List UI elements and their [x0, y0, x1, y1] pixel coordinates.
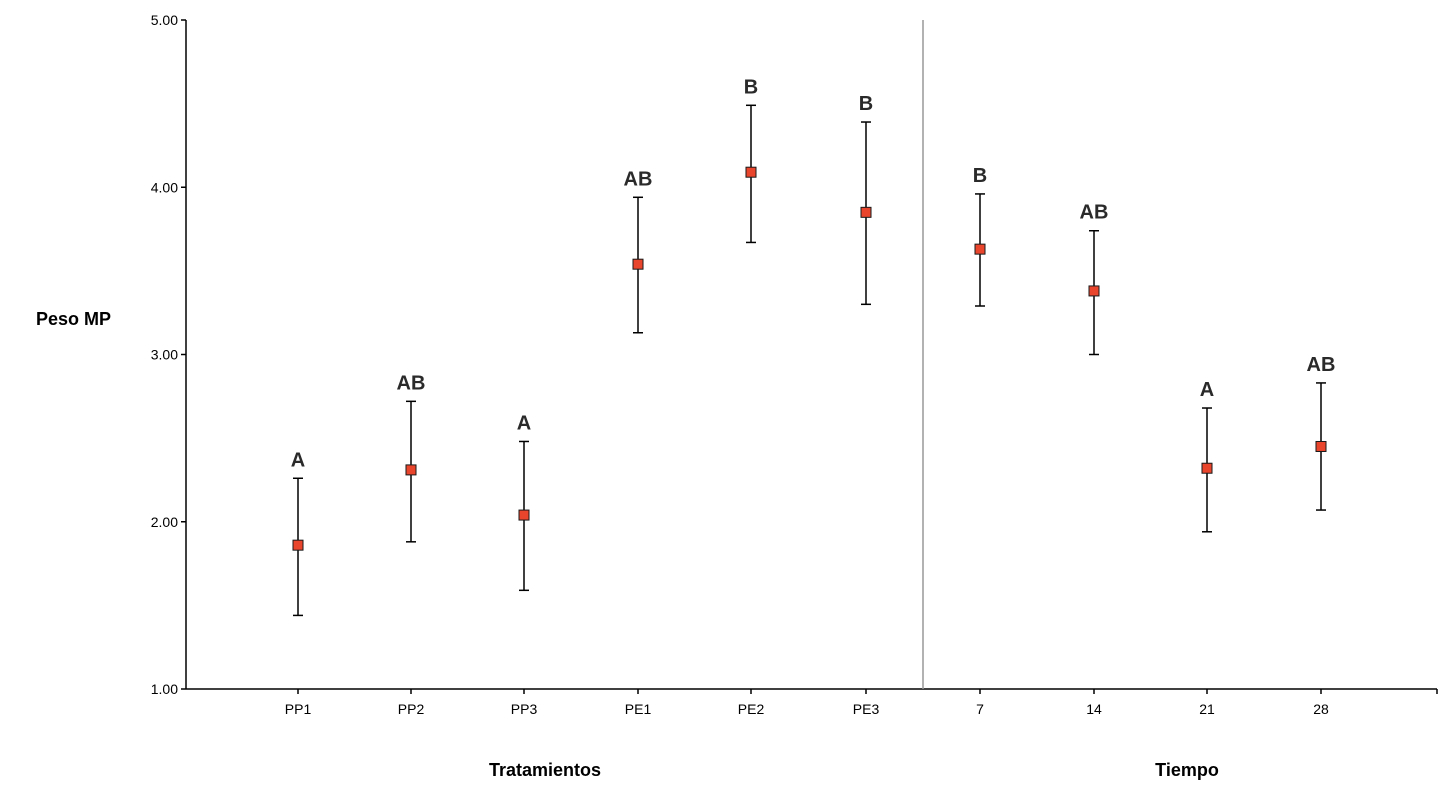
y-tick-label: 2.00: [151, 514, 178, 530]
x-tick-label: PP2: [398, 701, 425, 717]
mean-marker: [1315, 440, 1327, 452]
x-tick-label: PP3: [511, 701, 538, 717]
mean-marker: [860, 206, 872, 218]
mean-marker: [632, 258, 644, 270]
significance-letter: AB: [1080, 202, 1109, 224]
x-tick-label: PE1: [625, 701, 652, 717]
x-tick-label: PE2: [738, 701, 765, 717]
y-tick-label: 1.00: [151, 681, 178, 697]
significance-letter: AB: [1307, 354, 1336, 376]
mean-marker: [518, 509, 530, 521]
group-title-tiempo: Tiempo: [1155, 760, 1219, 780]
group-title-tratamientos: Tratamientos: [489, 760, 601, 780]
significance-letter: B: [744, 76, 758, 98]
significance-letter: AB: [624, 168, 653, 190]
y-axis-ticks: 1.00 2.00 3.00 4.00 5.00: [151, 12, 186, 697]
significance-letters: A AB A AB B B B AB A AB: [291, 76, 1336, 471]
x-tick-label: 28: [1313, 701, 1329, 717]
y-tick-label: 5.00: [151, 12, 178, 28]
y-tick-label: 3.00: [151, 347, 178, 363]
y-tick-label: 4.00: [151, 179, 178, 195]
mean-marker: [974, 243, 986, 255]
x-tick-label: 14: [1086, 701, 1102, 717]
significance-letter: AB: [397, 372, 426, 394]
data-points: [292, 166, 1327, 551]
significance-letter: B: [973, 165, 987, 187]
significance-letter: B: [859, 93, 873, 115]
mean-marker: [1088, 285, 1100, 297]
x-tick-label: 7: [976, 701, 984, 717]
significance-letter: A: [517, 412, 531, 434]
significance-letter: A: [291, 449, 305, 471]
y-axis-title: Peso MP: [36, 309, 111, 329]
mean-marker: [292, 539, 304, 551]
mean-marker: [1201, 462, 1213, 474]
x-axis-ticks: PP1 PP2 PP3 PE1 PE2 PE3 7 14 21 28: [285, 689, 1329, 717]
axes: [185, 20, 1438, 694]
error-bars: [293, 104, 1326, 617]
mean-marker: [745, 166, 757, 178]
x-tick-label: 21: [1199, 701, 1215, 717]
x-tick-label: PP1: [285, 701, 312, 717]
x-tick-label: PE3: [853, 701, 880, 717]
mean-marker: [405, 464, 417, 476]
significance-letter: A: [1200, 379, 1214, 401]
